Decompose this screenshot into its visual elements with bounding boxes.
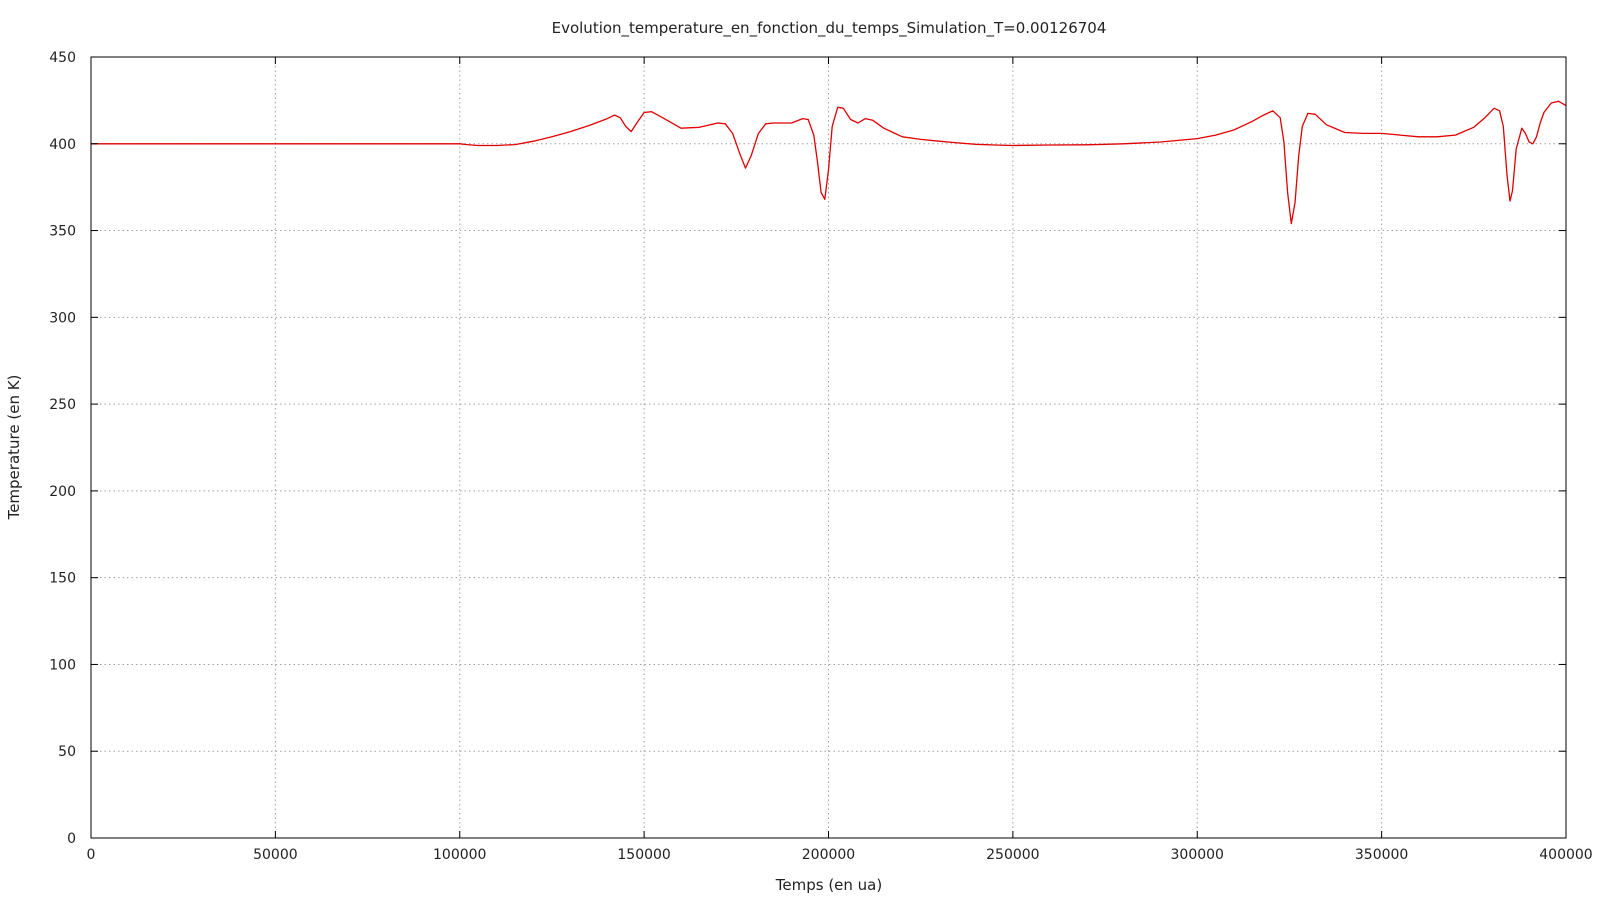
chart-title: Evolution_temperature_en_fonction_du_tem… xyxy=(552,19,1107,38)
x-tick-label: 150000 xyxy=(617,847,670,863)
x-tick-label: 100000 xyxy=(433,847,486,863)
x-tick-label: 400000 xyxy=(1539,847,1592,863)
y-tick-label: 200 xyxy=(49,484,76,500)
temperature-series-line xyxy=(91,100,1567,225)
x-axis-title: Temps (en ua) xyxy=(775,876,882,894)
y-tick-label: 450 xyxy=(49,50,76,66)
y-tick-label: 50 xyxy=(58,744,76,760)
x-tick-label: 50000 xyxy=(253,847,298,863)
y-tick-label: 300 xyxy=(49,310,76,326)
grid xyxy=(91,57,1566,838)
x-tick-label: 0 xyxy=(87,847,96,863)
x-tick-label: 350000 xyxy=(1355,847,1408,863)
x-tick-label: 200000 xyxy=(802,847,855,863)
series-layer xyxy=(91,100,1567,225)
y-tick-label: 350 xyxy=(49,224,76,240)
axis-ticks: 0 50000 100000 150000 200000 250000 300000 3500… xyxy=(49,50,1592,863)
y-tick-label: 250 xyxy=(49,397,76,413)
x-tick-label: 300000 xyxy=(1171,847,1224,863)
x-tick-label: 250000 xyxy=(986,847,1039,863)
y-tick-label: 150 xyxy=(49,571,76,587)
y-axis-title: Temperature (en K) xyxy=(5,375,23,521)
y-tick-label: 0 xyxy=(67,831,76,847)
y-tick-label: 100 xyxy=(49,657,76,673)
y-tick-label: 400 xyxy=(49,137,76,153)
